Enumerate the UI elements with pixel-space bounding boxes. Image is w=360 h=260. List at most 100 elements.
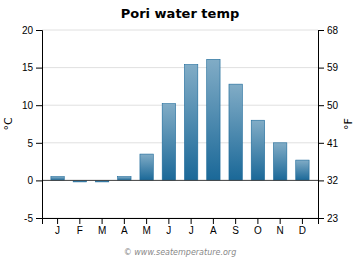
tick: M: [98, 218, 106, 236]
tick-mark: [36, 143, 42, 144]
tick: 20: [22, 25, 42, 36]
axis-line: [36, 31, 43, 219]
tick-mark: [318, 105, 324, 106]
tick-label: S: [232, 225, 239, 236]
tick-mark: [36, 105, 42, 106]
grid-line: [42, 105, 318, 106]
tick-mark: [257, 218, 258, 224]
tick: 59: [318, 62, 339, 73]
bar: [273, 143, 286, 181]
tick-label: 10: [22, 100, 34, 111]
tick-mark: [280, 218, 281, 224]
tick-label: -5: [24, 213, 33, 224]
tick: -5: [24, 213, 42, 224]
tick: J: [189, 218, 194, 236]
tick-mark: [168, 218, 169, 224]
tick: S: [232, 218, 239, 236]
tick-mark: [318, 218, 324, 219]
tick: D: [299, 218, 306, 236]
bar: [296, 160, 309, 180]
tick-label: 0: [27, 175, 33, 186]
tick: F: [77, 218, 83, 236]
tick: A: [210, 218, 217, 236]
tick-mark: [36, 180, 42, 181]
tick: A: [121, 218, 128, 236]
tick-label: M: [98, 225, 106, 236]
tick-mark: [36, 30, 42, 31]
tick-mark: [318, 180, 324, 181]
grid-line: [42, 180, 318, 181]
tick-mark: [146, 218, 147, 224]
tick-mark: [213, 218, 214, 224]
tick-mark: [302, 218, 303, 224]
tick-label: 20: [22, 25, 34, 36]
plot: J F M A M J J A S O N D -5 0 5 10 15 20 23 32 41 50 59 68: [22, 25, 339, 236]
tick-label: F: [77, 225, 83, 236]
tick: 0: [27, 175, 42, 186]
y2-axis-label: °F: [342, 118, 355, 130]
tick: 68: [318, 25, 339, 36]
annotation: © www.seatemperature.org: [124, 248, 236, 257]
tick-label: M: [142, 225, 150, 236]
y-axis: -5 0 5 10 15 20: [22, 25, 43, 224]
bars: [51, 59, 309, 182]
bar: [229, 84, 242, 180]
tick: 15: [22, 62, 42, 73]
y2-axis: 23 32 41 50 59 68: [318, 25, 339, 224]
tick-mark: [318, 30, 324, 31]
tick-mark: [79, 218, 80, 224]
tick-mark: [36, 68, 42, 69]
tick: N: [277, 218, 284, 236]
tick-mark: [102, 218, 103, 224]
chart: J F M A M J J A S O N D -5 0 5 10 15 20 23 32 41 50 59 68 Pori w…: [0, 0, 360, 260]
tick-label: 32: [327, 175, 339, 186]
bar: [207, 59, 220, 180]
tick: M: [142, 218, 150, 236]
title: Pori water temp: [121, 6, 240, 21]
tick: J: [55, 218, 60, 236]
bar: [184, 65, 197, 181]
tick: 41: [318, 138, 339, 149]
grid: [42, 30, 318, 218]
tick-label: 23: [327, 213, 339, 224]
tick-label: 68: [327, 25, 339, 36]
bar: [140, 154, 153, 180]
x-axis: JFMAMJJASOND: [43, 218, 319, 236]
bar: [118, 177, 131, 181]
tick: 5: [27, 138, 42, 149]
tick-label: 5: [27, 138, 33, 149]
bar: [162, 104, 175, 181]
tick-label: 59: [327, 62, 339, 73]
tick-label: J: [166, 225, 171, 236]
tick-label: N: [277, 225, 284, 236]
grid-line: [42, 30, 318, 31]
tick: 50: [318, 100, 339, 111]
bar: [251, 120, 264, 180]
tick-mark: [36, 218, 42, 219]
tick-label: 41: [327, 138, 339, 149]
grid-line: [42, 67, 318, 68]
tick-mark: [124, 218, 125, 224]
bar: [51, 177, 64, 181]
axis-line: [319, 31, 325, 219]
tick-label: J: [189, 225, 194, 236]
tick-mark: [318, 68, 324, 69]
tick-label: J: [55, 225, 60, 236]
tick-label: A: [121, 225, 128, 236]
tick-label: A: [210, 225, 217, 236]
zero-line: [42, 180, 318, 181]
tick: O: [254, 218, 262, 236]
tick: 10: [22, 100, 42, 111]
tick: 23: [318, 213, 339, 224]
tick: J: [166, 218, 171, 236]
tick-label: O: [254, 225, 262, 236]
tick-label: 15: [22, 62, 34, 73]
tick-label: 50: [327, 100, 339, 111]
tick-mark: [235, 218, 236, 224]
tick-mark: [191, 218, 192, 224]
y-axis-label: °C: [2, 117, 15, 131]
tick: 32: [318, 175, 339, 186]
tick-mark: [318, 143, 324, 144]
tick-mark: [57, 218, 58, 224]
axis-line: [43, 219, 319, 225]
